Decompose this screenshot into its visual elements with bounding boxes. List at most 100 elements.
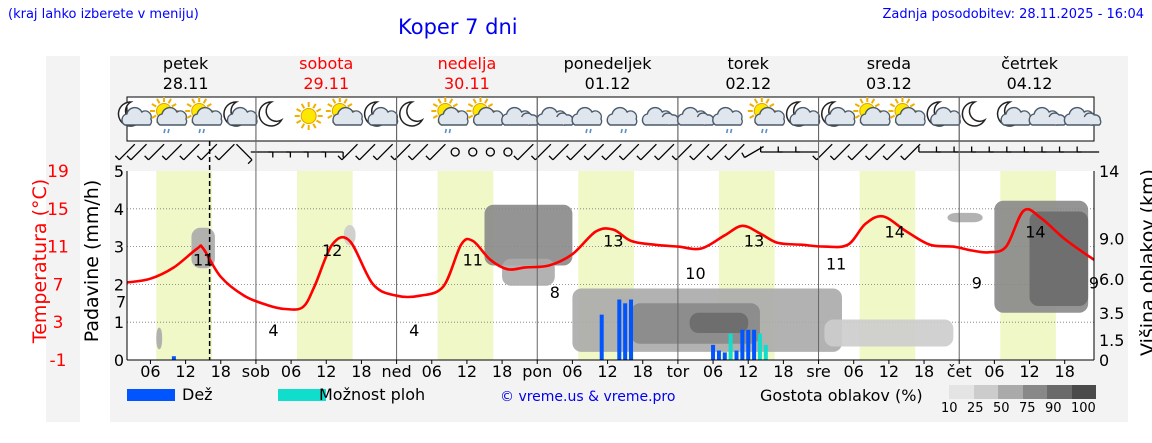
moon-cloud-icon [821,101,856,127]
density-label: 75 [1019,401,1036,416]
showers-bar [728,333,733,360]
density-label: 100 [1071,401,1096,416]
x-tick-label: 06 [140,362,160,381]
temperature-label: 12 [322,241,342,260]
sun-ray [315,119,322,124]
density-swatch [1022,385,1047,399]
moon-icon [258,101,284,127]
density-swatch [1047,385,1072,399]
wind-feather [530,155,536,161]
copyright-link[interactable]: © vreme.us & vreme.pro [500,389,676,405]
sun-ray [171,103,177,108]
cloud-mark [689,312,749,333]
day-date: 29.11 [303,74,349,93]
wind-barb [372,143,394,161]
rain-bar [629,299,634,360]
sun-icon [294,102,323,130]
wind-barb [390,143,411,161]
wind-barb [126,143,147,161]
wind-feather [548,155,554,161]
wind-shaft [851,143,868,161]
rain-bar [617,299,622,360]
sun-cloud-icon [888,97,926,126]
sun-ray [467,103,474,108]
rain-drops [444,128,452,134]
wind-feather [618,155,624,161]
temperature-tick-label: 3 [53,313,64,333]
wind-calm-mark [468,147,478,157]
sun-ray [167,98,172,104]
rain-drops [198,128,205,134]
day-date: 02.12 [725,74,771,93]
moon-shape [399,101,425,127]
sun-ray [300,103,306,109]
sun-ray [854,103,861,108]
wind-barb [513,143,534,161]
cloud-tick-label: 0 [1099,351,1109,370]
moon-icon [399,101,425,127]
wind-calm-mark [450,147,460,157]
rain-drops [620,128,627,134]
rain-bar [734,350,739,360]
wind-barb [566,143,587,161]
wind-barb [601,143,622,161]
sun-ray [874,103,880,108]
wind-barb [530,143,552,161]
wind-shaft [816,143,833,161]
day-name: torek [728,54,770,73]
temperature-label: 9 [972,274,982,293]
wind-barb [214,143,235,161]
cloud-shape [859,106,891,126]
wind-shaft [517,143,534,161]
wind-shaft [183,143,200,161]
x-tick-label: 06 [844,362,864,381]
wind-feather [355,155,360,161]
sun-ray [156,98,161,104]
wind-barb [548,143,569,161]
wind-barb [988,146,1012,153]
day-date: 03.12 [866,74,912,93]
wind-feather [566,155,571,161]
sun-ray [186,114,192,119]
precip-tick-label: 4 [114,200,124,219]
wind-barb [900,143,921,161]
wind-barb [285,151,309,158]
x-tick-label: sob [242,362,270,381]
wind-barb [953,146,977,153]
wind-shaft [728,143,745,161]
wind-barb [671,143,692,161]
sun-cloud-icon [466,97,504,126]
temperature-label: 14 [1025,222,1045,241]
wind-barb [425,143,446,161]
rain-drops [163,128,170,134]
sun-ray [870,98,876,104]
wind-feather [882,155,888,161]
rain-bar [711,344,716,360]
day-date: 01.12 [585,74,631,93]
sun-cloud-rain-icon [431,97,469,134]
page-title: Koper 7 dni [398,15,518,39]
sun-ray [452,103,458,108]
cloud-tick-label: 14 [1099,162,1119,181]
sun-ray [327,114,333,119]
cloud-density-title: Gostota oblakov (%) [760,386,923,405]
wind-barb [724,143,745,161]
wind-feather [865,155,870,161]
temperature-label: 7 [116,292,126,311]
sun-ray [202,98,208,104]
x-tick-label: 06 [281,362,301,381]
cloud-shape [754,106,786,126]
weather-icons-row [117,96,1102,142]
sun-ray [312,123,317,129]
wind-barb [1006,146,1029,153]
cloud-icon [1063,106,1102,126]
sun-cloud-rain-icon [185,97,223,134]
wind-feather [337,155,343,161]
moon-cloud-icon [117,101,153,127]
location-hint[interactable]: (kraj lahko izberete v meniju) [8,7,199,22]
cloud-shape [894,106,926,126]
density-label: 25 [967,401,984,416]
sun-ray [472,98,477,104]
sun-ray [749,103,755,108]
